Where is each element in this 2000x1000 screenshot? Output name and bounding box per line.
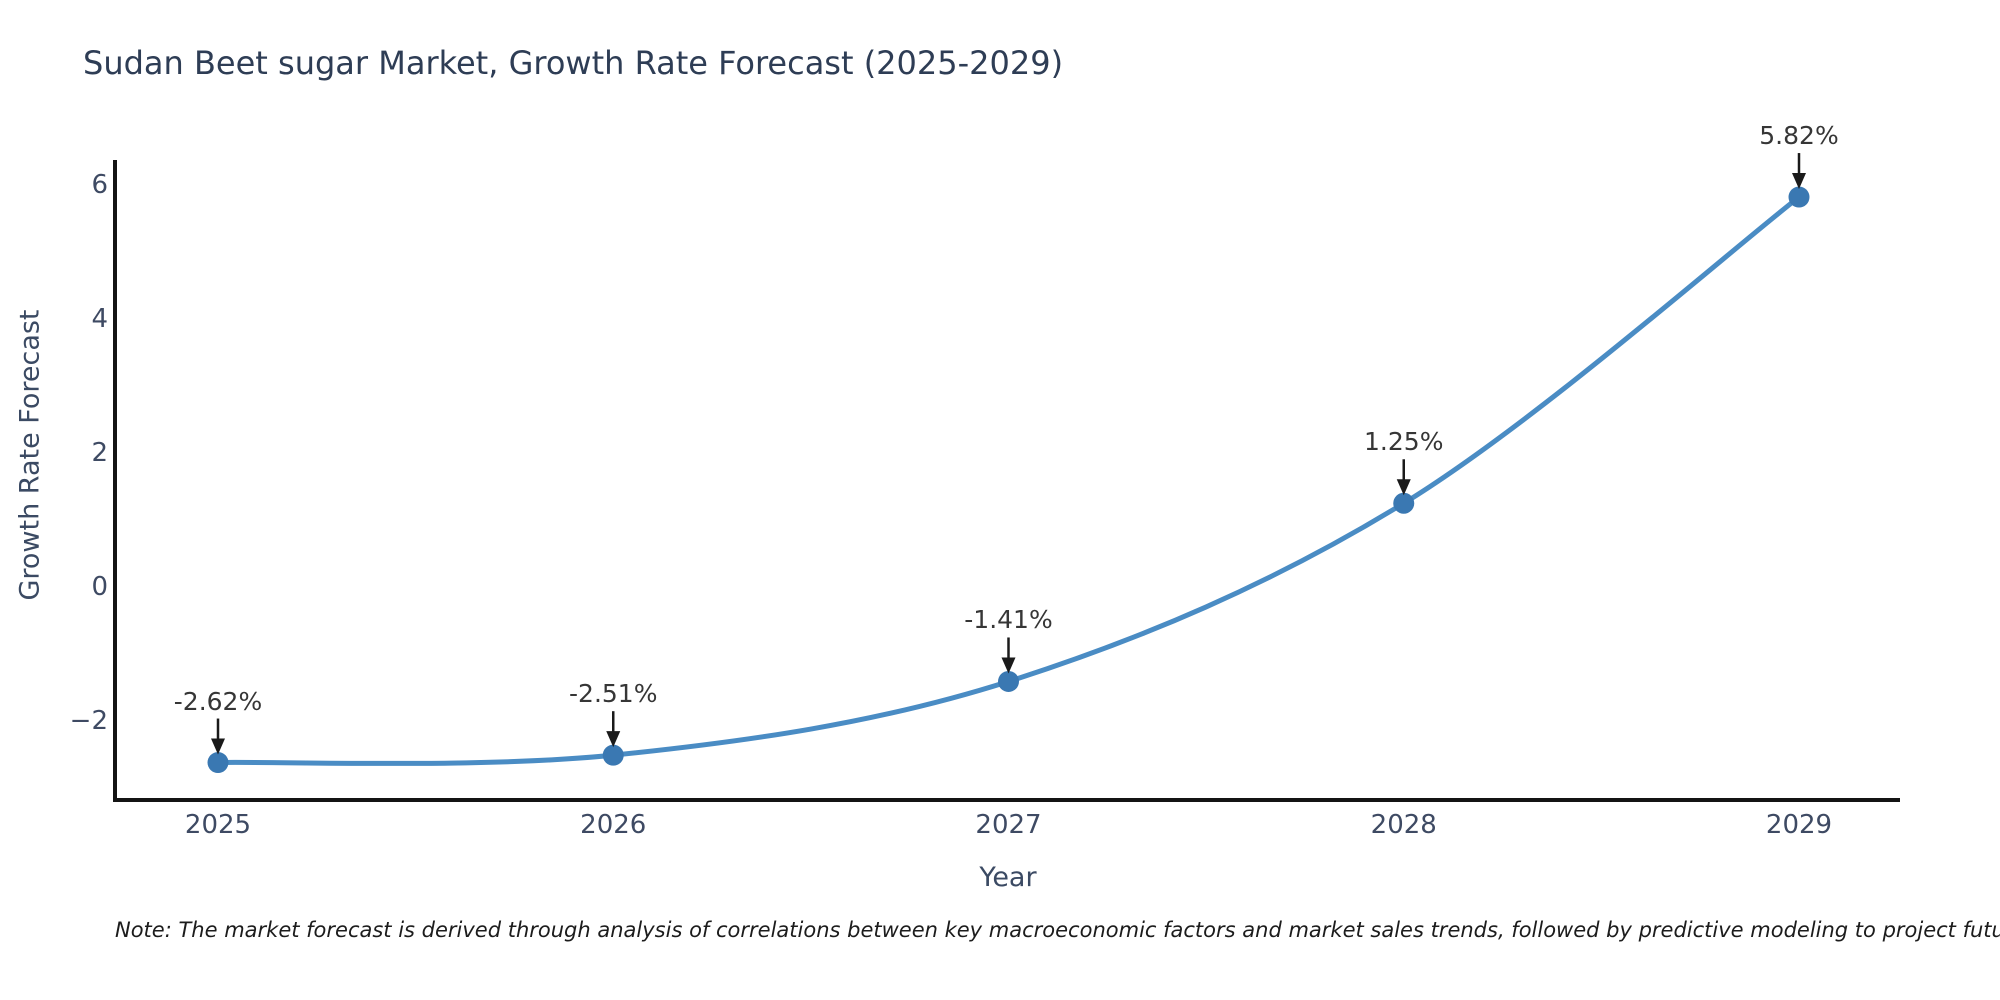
- x-tick-label: 2027: [975, 810, 1042, 840]
- chart-title: Sudan Beet sugar Market, Growth Rate For…: [83, 44, 1064, 82]
- x-axis-title: Year: [979, 862, 1037, 893]
- y-tick-label: 0: [91, 572, 108, 602]
- axis-lines: [113, 160, 1900, 802]
- annotation-arrow-head: [1001, 657, 1016, 674]
- annotation-arrow-head: [1792, 173, 1806, 190]
- point-annotation: -2.62%: [173, 686, 263, 716]
- y-tick-label: 4: [91, 304, 108, 334]
- x-tick-label: 2028: [1370, 810, 1437, 840]
- annotation-arrow-head: [606, 731, 621, 748]
- annotation-arrow-head: [211, 738, 225, 755]
- x-tick-label: 2025: [184, 810, 252, 840]
- x-tick-label: 2026: [580, 810, 647, 840]
- data-point-marker: [207, 752, 229, 774]
- y-tick-label: −2: [69, 706, 108, 736]
- data-point-marker: [1788, 186, 1810, 208]
- data-point-marker: [602, 744, 624, 766]
- data-point-marker: [1393, 492, 1415, 514]
- footnote: Note: The market forecast is derived thr…: [115, 918, 2000, 942]
- point-annotation: 1.25%: [1364, 427, 1444, 457]
- point-annotation: -2.51%: [569, 679, 658, 709]
- point-annotation: 5.82%: [1759, 121, 1839, 151]
- point-annotation: -1.41%: [964, 605, 1053, 635]
- y-tick-label: 2: [91, 438, 108, 468]
- data-point-marker: [998, 670, 1019, 692]
- x-tick-label: 2029: [1765, 810, 1833, 840]
- y-tick-label: 6: [91, 170, 108, 200]
- annotation-arrow-head: [1396, 479, 1411, 496]
